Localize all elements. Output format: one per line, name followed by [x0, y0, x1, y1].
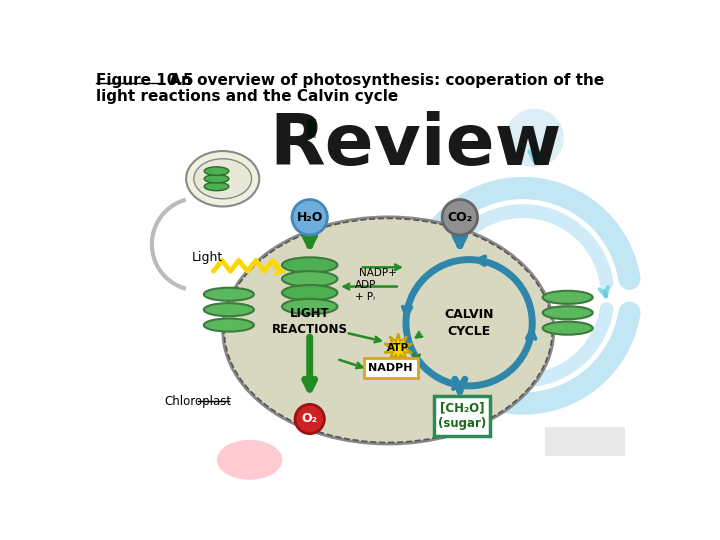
Ellipse shape	[204, 303, 254, 316]
FancyBboxPatch shape	[434, 396, 490, 436]
Ellipse shape	[222, 217, 554, 444]
Text: NADPH: NADPH	[369, 363, 413, 373]
Ellipse shape	[543, 322, 593, 335]
Ellipse shape	[204, 288, 254, 301]
Text: Review: Review	[269, 111, 562, 180]
Ellipse shape	[204, 182, 229, 191]
Ellipse shape	[282, 285, 338, 300]
Ellipse shape	[204, 319, 254, 332]
Ellipse shape	[204, 167, 229, 176]
Ellipse shape	[186, 151, 259, 206]
Text: light reactions and the Calvin cycle: light reactions and the Calvin cycle	[96, 90, 398, 104]
Ellipse shape	[282, 257, 338, 273]
Circle shape	[442, 200, 477, 235]
Text: Chloroplast: Chloroplast	[164, 395, 232, 408]
Ellipse shape	[282, 299, 338, 314]
Text: Light: Light	[192, 251, 223, 264]
Text: LIGHT
REACTIONS: LIGHT REACTIONS	[271, 307, 348, 336]
Text: NADP+: NADP+	[359, 268, 397, 278]
Ellipse shape	[194, 159, 251, 199]
FancyBboxPatch shape	[364, 358, 418, 378]
Text: H₂O: H₂O	[297, 211, 323, 224]
Ellipse shape	[217, 440, 282, 480]
Text: An overview of photosynthesis: cooperation of the: An overview of photosynthesis: cooperati…	[164, 72, 604, 87]
Polygon shape	[384, 334, 412, 363]
Text: ADP
+ Pᵢ: ADP + Pᵢ	[354, 280, 376, 302]
Circle shape	[292, 200, 328, 235]
Ellipse shape	[543, 291, 593, 304]
Text: O₂: O₂	[302, 413, 318, 426]
Ellipse shape	[204, 174, 229, 183]
Ellipse shape	[543, 306, 593, 319]
Circle shape	[295, 404, 324, 434]
Text: [CH₂O]
(sugar): [CH₂O] (sugar)	[438, 401, 486, 430]
FancyBboxPatch shape	[544, 427, 626, 456]
Text: CO₂: CO₂	[447, 211, 472, 224]
Text: CALVIN
CYCLE: CALVIN CYCLE	[444, 308, 494, 338]
Ellipse shape	[282, 271, 338, 287]
Text: ATP: ATP	[387, 343, 410, 353]
FancyBboxPatch shape	[307, 119, 316, 138]
Circle shape	[505, 109, 564, 167]
Text: Figure 10.5: Figure 10.5	[96, 72, 193, 87]
